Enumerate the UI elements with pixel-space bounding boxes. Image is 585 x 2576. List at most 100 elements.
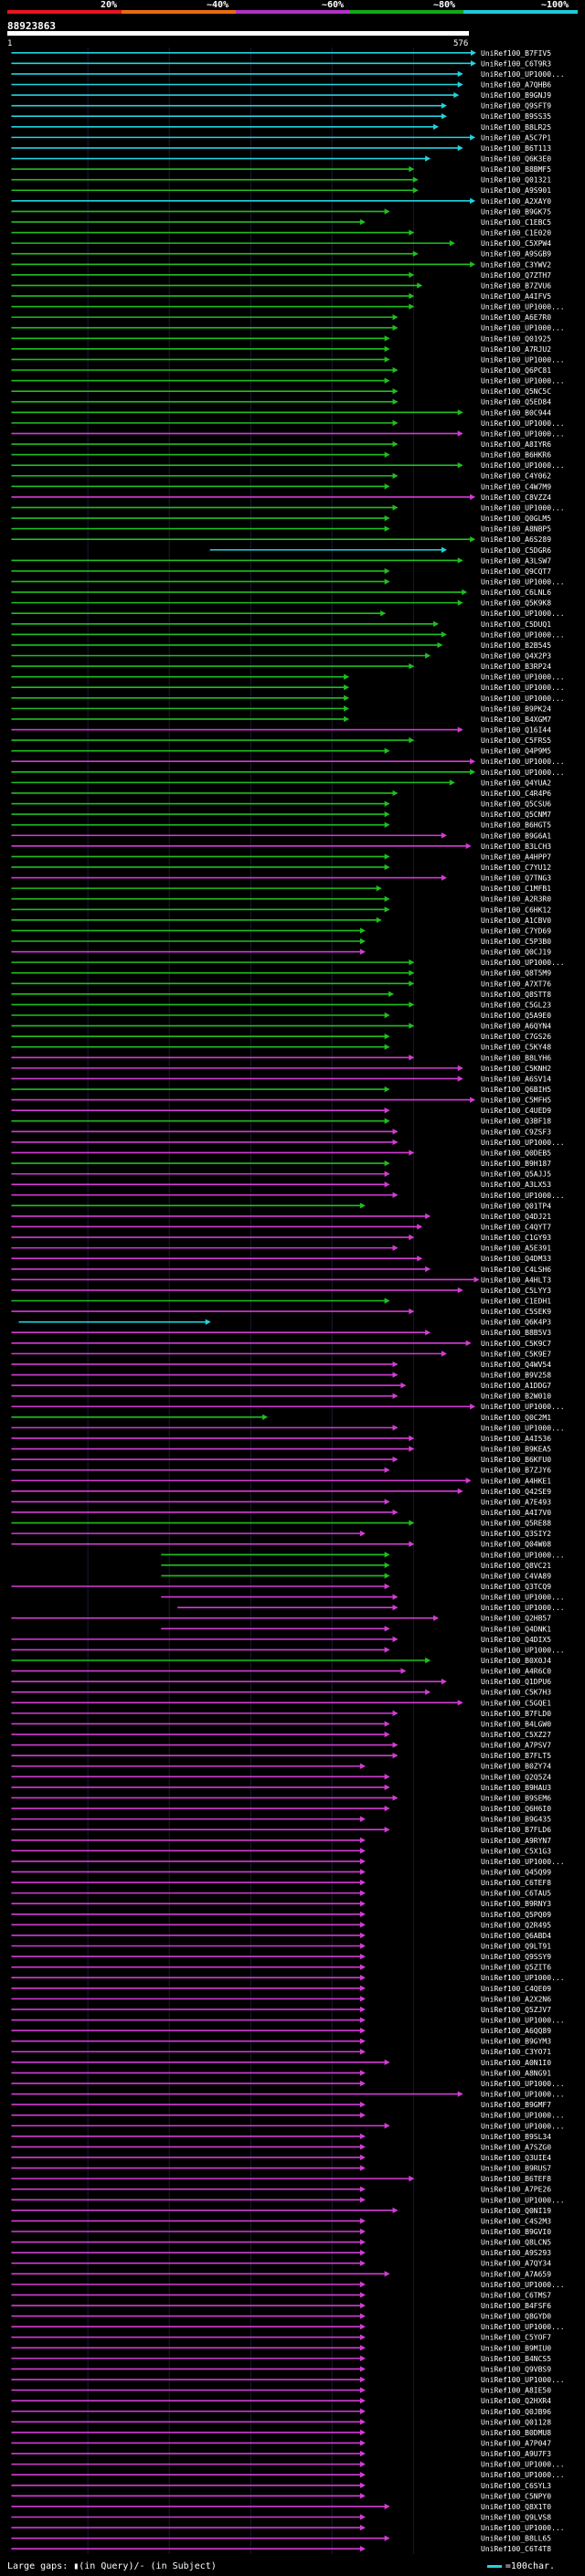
hit-label[interactable]: UniRef100_C5K9C7 [481,1340,551,1348]
hit-row[interactable]: UniRef100_A9SGB9 [11,250,551,259]
hit-label[interactable]: UniRef100_UP1000... [481,2091,565,2099]
hit-row[interactable]: UniRef100_UP1000... [11,769,565,777]
hit-row[interactable]: UniRef100_B0C944 [11,408,551,417]
hit-row[interactable]: UniRef100_B4LGW0 [11,1720,551,1728]
hit-label[interactable]: UniRef100_Q4DIX5 [481,1636,551,1644]
hit-label[interactable]: UniRef100_UP1000... [481,461,565,470]
hit-label[interactable]: UniRef100_Q8X1T0 [481,2503,551,2511]
hit-label[interactable]: UniRef100_Q6BIH5 [481,1086,551,1094]
hit-row[interactable]: UniRef100_A4HLT3 [11,1276,551,1284]
hit-label[interactable]: UniRef100_A2R3R0 [481,896,551,904]
hit-row[interactable]: UniRef100_C6SYL3 [11,2482,551,2490]
hit-row[interactable]: UniRef100_A0N1I0 [11,2059,551,2067]
hit-row[interactable]: UniRef100_C4Y062 [11,472,551,481]
hit-label[interactable]: UniRef100_Q3SIY2 [481,1530,551,1538]
hit-row[interactable]: UniRef100_B9SS35 [11,112,551,121]
hit-row[interactable]: UniRef100_C5YOF7 [11,2334,551,2342]
hit-row[interactable]: UniRef100_B0X0J4 [11,1657,551,1665]
hit-label[interactable]: UniRef100_UP1000... [481,2323,565,2331]
hit-label[interactable]: UniRef100_C5KY48 [481,1044,551,1052]
hit-row[interactable]: UniRef100_C4W7M9 [11,482,551,491]
hit-label[interactable]: UniRef100_UP1000... [481,610,565,618]
hit-label[interactable]: UniRef100_A9S901 [481,186,551,195]
hit-row[interactable]: UniRef100_Q1DPU6 [11,1678,551,1686]
hit-label[interactable]: UniRef100_Q8LCN5 [481,2239,551,2247]
hit-label[interactable]: UniRef100_A7SZG0 [481,2143,551,2151]
hit-row[interactable]: UniRef100_UP1000... [11,419,565,428]
hit-row[interactable]: UniRef100_Q5AJJ5 [11,1171,551,1179]
hit-label[interactable]: UniRef100_C5NPY0 [481,2492,551,2500]
hit-label[interactable]: UniRef100_B9G435 [481,1816,551,1824]
hit-label[interactable]: UniRef100_Q5PQ09 [481,1911,551,1919]
hit-row[interactable]: UniRef100_A2X2N6 [11,1995,551,2003]
hit-label[interactable]: UniRef100_C4UED9 [481,1107,551,1115]
hit-label[interactable]: UniRef100_B7ZVU6 [481,281,551,290]
hit-label[interactable]: UniRef100_B6TEF8 [481,2175,551,2183]
hit-label[interactable]: UniRef100_B9MIU0 [481,2344,551,2352]
hit-label[interactable]: UniRef100_UP1000... [481,377,565,386]
hit-row[interactable]: UniRef100_UP1000... [11,684,565,692]
hit-row[interactable]: UniRef100_Q4DIX5 [11,1636,551,1644]
hit-row[interactable]: UniRef100_Q5NC5C [11,387,551,396]
hit-row[interactable]: UniRef100_C4S2M3 [11,2217,551,2225]
hit-label[interactable]: UniRef100_UP1000... [481,324,565,333]
hit-row[interactable]: UniRef100_A3LSW7 [11,557,551,565]
hit-label[interactable]: UniRef100_Q0GLM5 [481,514,551,523]
hit-row[interactable]: UniRef100_C4QE09 [11,1985,551,1993]
hit-row[interactable]: UniRef100_Q4DNK1 [161,1625,551,1633]
hit-row[interactable]: UniRef100_C5K9C7 [11,1340,551,1348]
hit-label[interactable]: UniRef100_C5KNH2 [481,1065,551,1073]
hit-label[interactable]: UniRef100_Q04W08 [481,1541,551,1549]
hit-row[interactable]: UniRef100_A1CBV0 [11,917,551,925]
hit-label[interactable]: UniRef100_B6KFU0 [481,1456,551,1464]
hit-label[interactable]: UniRef100_A6QYN4 [481,1023,551,1031]
hit-label[interactable]: UniRef100_A7RJU2 [481,345,551,354]
hit-label[interactable]: UniRef100_B4FSF6 [481,2302,551,2310]
hit-row[interactable]: UniRef100_B3LCH3 [11,843,551,851]
hit-row[interactable]: UniRef100_UP1000... [11,758,565,766]
hit-label[interactable]: UniRef100_Q8T5M9 [481,970,551,978]
hit-label[interactable]: UniRef100_UP1000... [481,1192,565,1200]
hit-label[interactable]: UniRef100_B9G6A1 [481,832,551,840]
hit-row[interactable]: UniRef100_UP1000... [11,1858,565,1866]
hit-label[interactable]: UniRef100_UP1000... [481,1403,565,1411]
hit-row[interactable]: UniRef100_C5P3B0 [11,938,551,946]
hit-row[interactable]: UniRef100_C7GS26 [11,1033,551,1041]
hit-label[interactable]: UniRef100_Q8VC21 [481,1562,551,1570]
hit-row[interactable]: UniRef100_Q6BIH5 [11,1086,551,1094]
hit-label[interactable]: UniRef100_A6S289 [481,535,551,544]
hit-row[interactable]: UniRef100_B7ZJY6 [11,1467,551,1475]
hit-label[interactable]: UniRef100_UP1000... [481,1646,565,1654]
hit-row[interactable]: UniRef100_B7FLD0 [11,1710,551,1718]
hit-label[interactable]: UniRef100_UP1000... [481,758,565,766]
hit-row[interactable]: UniRef100_UP1000... [11,578,565,586]
hit-row[interactable]: UniRef100_B9H187 [11,1160,551,1168]
hit-label[interactable]: UniRef100_A2XAY0 [481,197,551,206]
hit-label[interactable]: UniRef100_C1EBC5 [481,218,551,227]
hit-row[interactable]: UniRef100_B9GK75 [11,207,551,216]
hit-label[interactable]: UniRef100_B0X0J4 [481,1657,551,1665]
hit-label[interactable]: UniRef100_UP1000... [481,684,565,692]
hit-label[interactable]: UniRef100_Q0NI19 [481,2207,551,2215]
hit-label[interactable]: UniRef100_Q9CQT7 [481,567,551,576]
hit-row[interactable]: UniRef100_UP1000... [11,324,565,333]
hit-row[interactable]: UniRef100_B2B545 [11,641,551,650]
hit-row[interactable]: UniRef100_Q4X2P3 [11,652,551,660]
hit-label[interactable]: UniRef100_B0C944 [481,408,551,417]
hit-label[interactable]: UniRef100_Q6H6I0 [481,1805,551,1813]
hit-label[interactable]: UniRef100_UP1000... [481,769,565,777]
hit-row[interactable]: UniRef100_Q0DEB5 [11,1149,551,1157]
hit-row[interactable]: UniRef100_B2W010 [11,1393,551,1401]
hit-label[interactable]: UniRef100_Q3TCQ9 [481,1583,551,1591]
hit-label[interactable]: UniRef100_C5LYY3 [481,1287,551,1295]
hit-label[interactable]: UniRef100_Q01321 [481,176,551,185]
hit-label[interactable]: UniRef100_Q0JB96 [481,2408,551,2416]
hit-row[interactable]: UniRef100_Q6K3E0 [11,155,551,164]
hit-row[interactable]: UniRef100_C4LSH6 [11,1266,551,1274]
hit-row[interactable]: UniRef100_Q01128 [11,2418,551,2426]
hit-label[interactable]: UniRef100_Q0C2M1 [481,1414,551,1422]
hit-row[interactable]: UniRef100_UP1000... [177,1604,565,1612]
hit-row[interactable]: UniRef100_Q4YUA2 [11,779,551,787]
hit-row[interactable]: UniRef100_Q5RE88 [11,1520,551,1528]
hit-row[interactable]: UniRef100_B9SEM6 [11,1794,551,1802]
